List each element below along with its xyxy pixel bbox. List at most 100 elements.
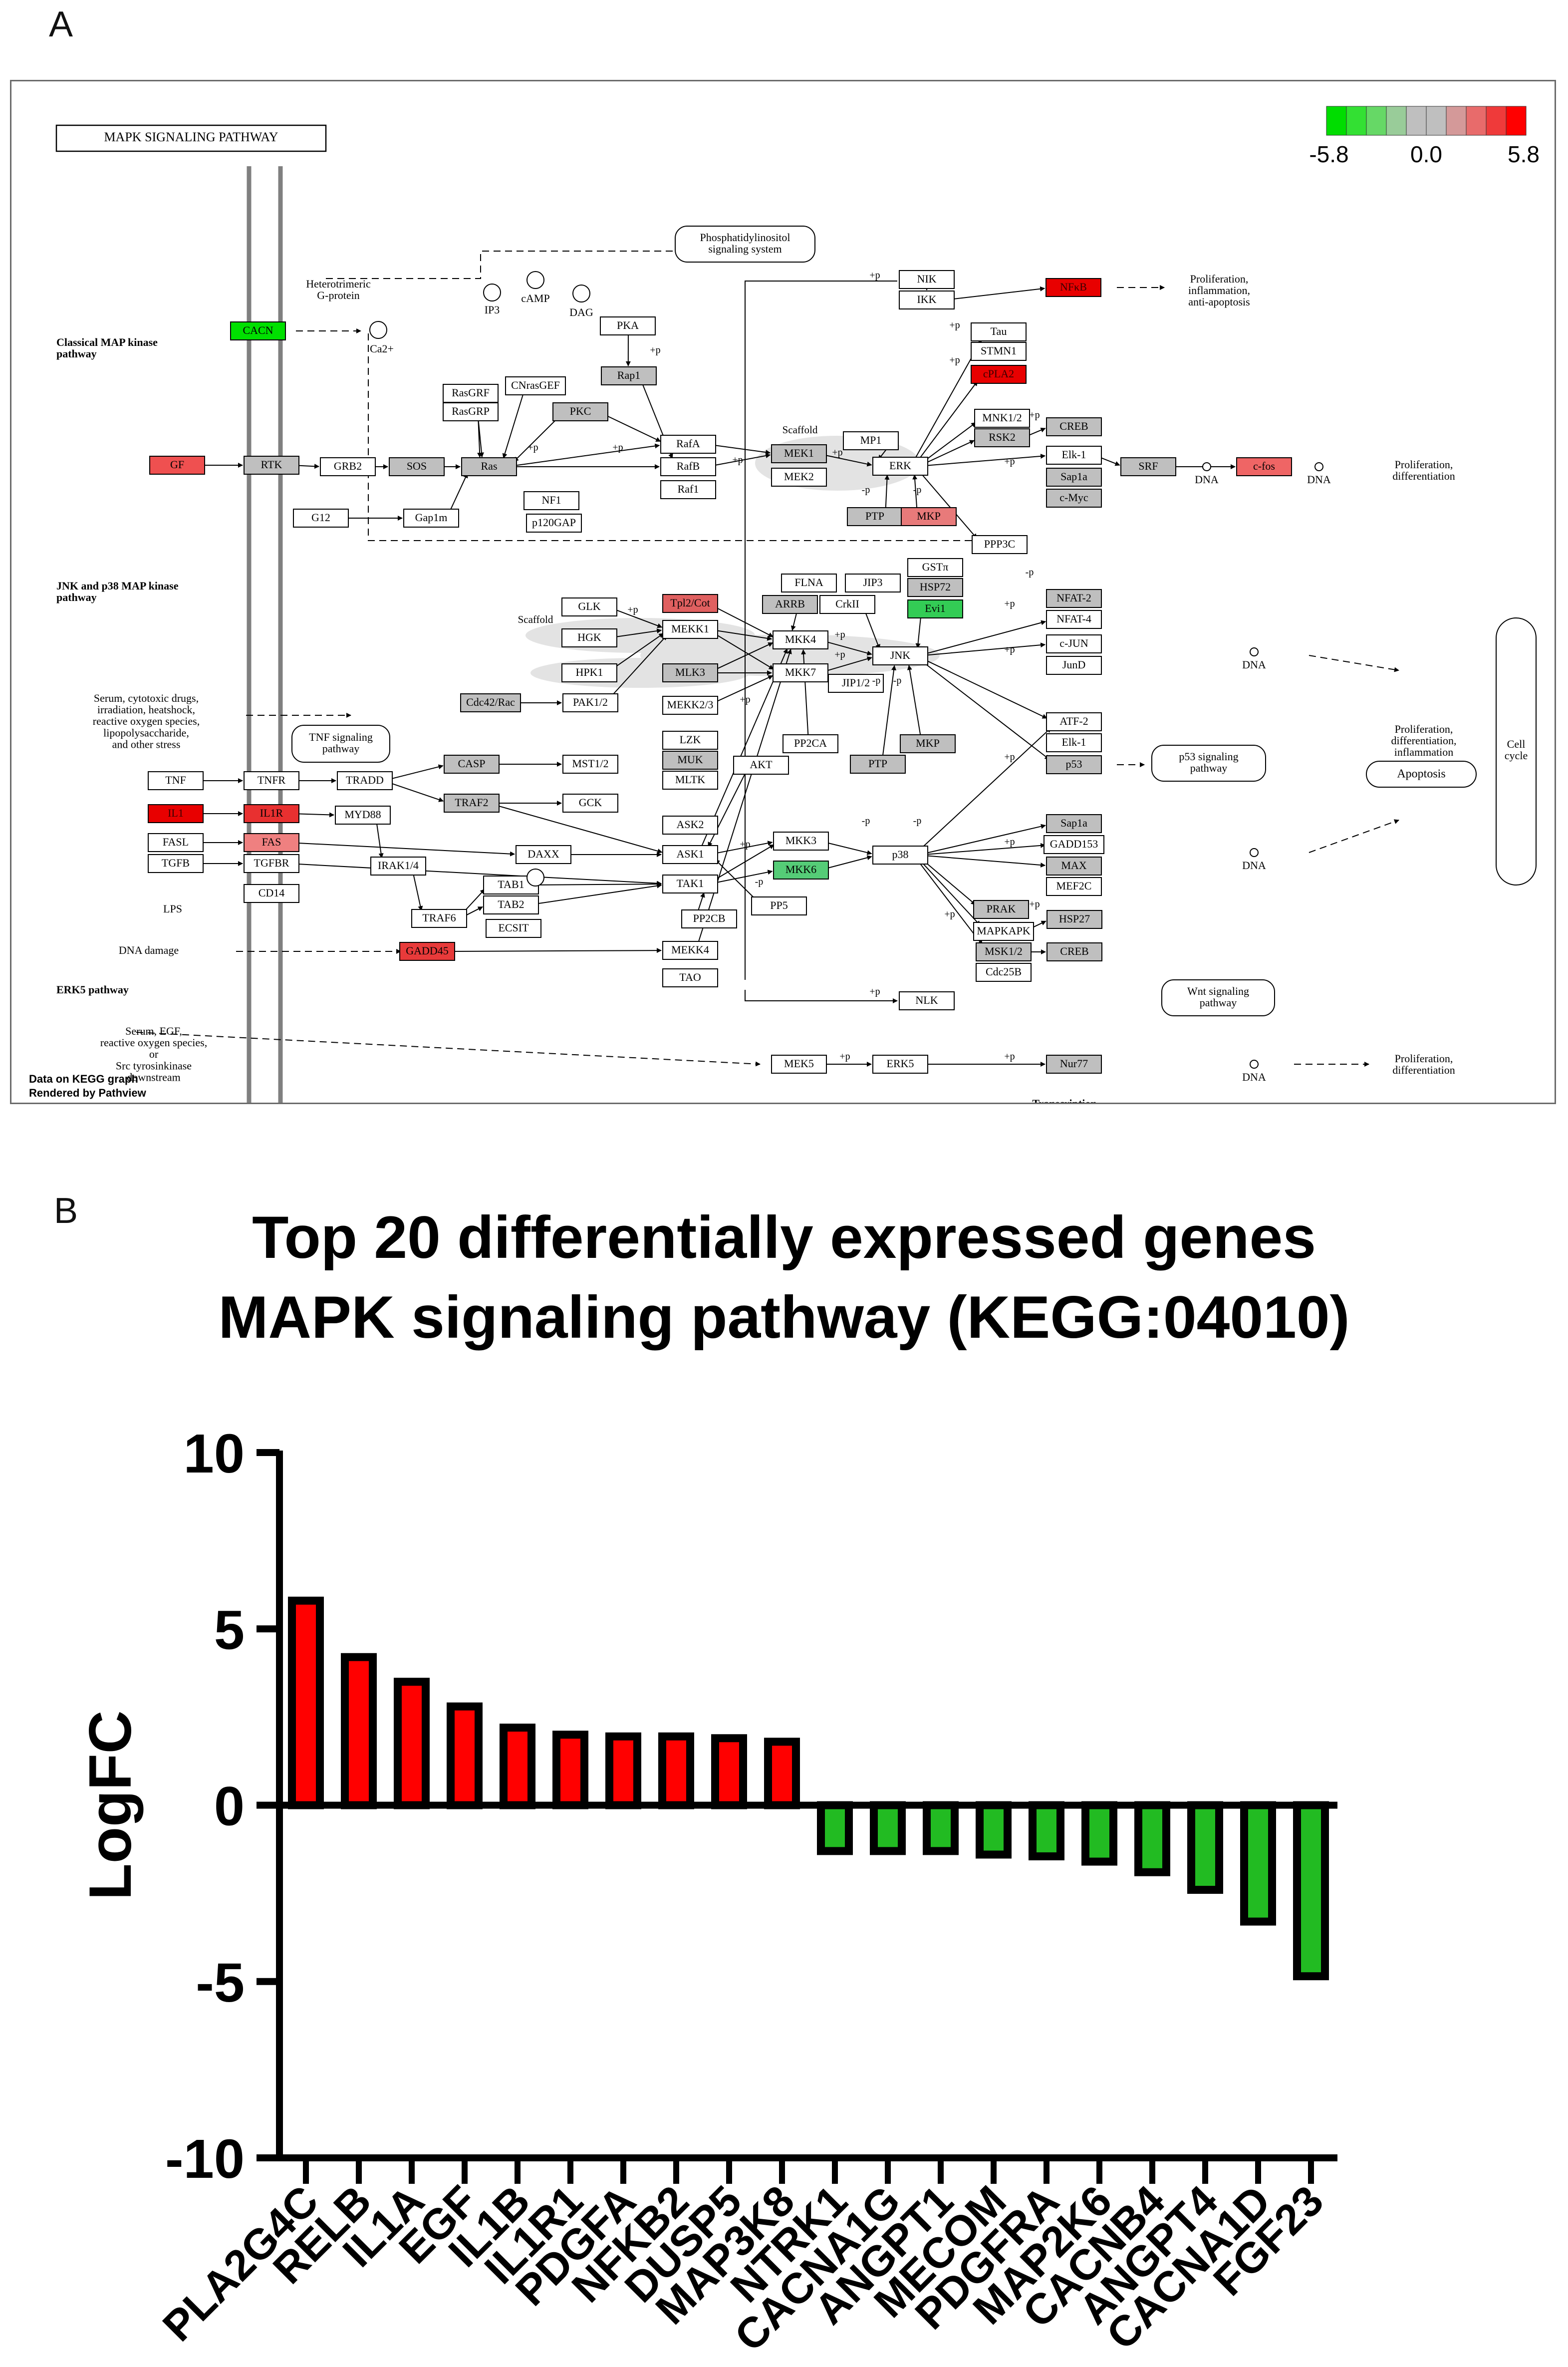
bar-pla2g4c — [288, 1596, 324, 1809]
node-label: Nur77 — [1060, 1057, 1088, 1070]
node-label: PKA — [617, 319, 639, 331]
node-label: JunD — [1062, 658, 1085, 671]
node-muk: MUK — [662, 751, 718, 770]
legend-swatch — [1326, 106, 1347, 136]
node-box — [662, 731, 718, 750]
node-mltk: MLTK — [662, 771, 718, 790]
node-label: ASK2 — [676, 818, 704, 831]
node-pp5: PP5 — [751, 896, 807, 915]
node-irak14: IRAK1/4 — [370, 857, 426, 876]
node-label: MLK3 — [675, 666, 705, 678]
stress-stimuli-label: irradiation, heatshock, — [97, 703, 195, 716]
kegg-footnote-render: Rendered by Pathview — [29, 1087, 147, 1099]
node-box — [244, 833, 299, 852]
node-label: MP1 — [860, 434, 882, 446]
pathway-edge — [613, 628, 662, 638]
serum-stimuli-label: Serum, EGF, — [125, 1025, 182, 1037]
pathway-edge — [502, 392, 524, 459]
node-box — [974, 428, 1030, 447]
node-box — [971, 342, 1027, 361]
node-label: MEKK2/3 — [667, 698, 714, 711]
legend-swatch — [1386, 106, 1407, 136]
node-label: FLNA — [794, 576, 823, 589]
node-elk1a: Elk-1 — [1046, 446, 1102, 465]
legend-swatch — [1466, 106, 1487, 136]
node-label: MAX — [1061, 859, 1086, 872]
node-label: IKK — [917, 293, 936, 305]
node-hpk1: HPK1 — [561, 663, 617, 682]
node-label: c-JUN — [1059, 637, 1088, 649]
bar-fgf23 — [1293, 1801, 1329, 1981]
pathway-edge — [477, 419, 483, 458]
bar-pdgfra — [1029, 1801, 1064, 1860]
pathway-edge — [824, 640, 872, 656]
node-label: CNrasGEF — [511, 379, 560, 391]
pathway-edge — [922, 658, 1047, 719]
node-gstpi: GSTπ — [907, 558, 963, 577]
serum-stimuli-label: Src tyrosinkinase — [116, 1059, 192, 1072]
output-inflammation-label: inflammation — [1394, 746, 1454, 758]
node-label: TAB1 — [498, 878, 524, 890]
node-fas: FAS — [244, 833, 299, 852]
phospho-mark: +p — [1004, 644, 1015, 655]
apoptosis-box — [1366, 761, 1477, 788]
node-gadd45: GADD45 — [399, 942, 455, 961]
node-label: CACN — [243, 324, 273, 336]
node-rsk2: RSK2 — [974, 428, 1030, 447]
pathway-edge — [514, 415, 560, 462]
node-label: IL1 — [168, 807, 184, 819]
node-ptp2: PTP — [850, 755, 906, 774]
heterotrimeric-label: G-protein — [317, 289, 360, 301]
node-gf: GF — [149, 456, 205, 475]
pathway-edge — [824, 855, 872, 870]
pathway-edge — [950, 286, 1045, 300]
output-differentiation-label: Proliferation, — [1395, 458, 1453, 471]
bar-il1b — [500, 1724, 535, 1809]
node-mkk6: MKK6 — [773, 861, 829, 880]
dashed-edge — [1308, 819, 1399, 853]
pathway-edge — [882, 665, 897, 757]
node-jip12: JIP1/2 — [828, 674, 884, 693]
node-box — [872, 846, 928, 865]
node-mapkapk: MAPKAPK — [973, 922, 1034, 941]
node-label: Gap1m — [415, 511, 448, 524]
node-box — [411, 909, 467, 928]
dna-label: DNA — [1242, 658, 1266, 671]
phospho-mark: +p — [740, 839, 750, 850]
node-cnrasgef: CNrasGEF — [505, 376, 566, 395]
node-evi1: Evi1 — [907, 599, 963, 618]
output-anti-apoptosis-label: inflammation, — [1188, 284, 1250, 296]
node-mek5: MEK5 — [771, 1055, 827, 1074]
node-nfat4: NFAT-4 — [1046, 610, 1102, 629]
node-nur77: Nur77 — [1046, 1055, 1102, 1074]
node-label: CrkII — [835, 597, 859, 610]
node-tnfr: TNFR — [244, 771, 299, 790]
stress-stimuli-label: and other stress — [112, 738, 181, 750]
node-box — [1045, 278, 1101, 297]
tnf-pathway-link-box — [291, 725, 390, 763]
output-inflammation-label: differentiation, — [1391, 734, 1457, 747]
node-mekk1: MEKK1 — [662, 620, 718, 639]
node-label: PTP — [865, 510, 884, 522]
node-mkk3: MKK3 — [773, 832, 829, 851]
node-box — [1046, 910, 1102, 929]
bar-nfkb2 — [658, 1732, 694, 1809]
node-box — [662, 751, 718, 770]
node-box — [907, 578, 963, 597]
node-ppp3c: PPP3C — [972, 535, 1028, 554]
node-box — [971, 365, 1027, 384]
dashed-edge-phosph — [326, 251, 675, 279]
pathway-edge — [534, 883, 662, 905]
dna-label: DNA — [1307, 473, 1331, 486]
pathway-edge — [924, 843, 1046, 856]
node-mek2: MEK2 — [771, 468, 827, 487]
pathway-edge — [907, 665, 921, 736]
node-box — [751, 896, 807, 915]
bar-map2k6 — [1081, 1801, 1117, 1866]
pathway-edge — [884, 474, 890, 510]
node-box — [1236, 457, 1292, 476]
node-label: AKT — [750, 758, 773, 771]
node-sos: SOS — [389, 457, 445, 476]
pathway-edge — [388, 782, 444, 802]
phospho-mark: +p — [1004, 1051, 1015, 1062]
